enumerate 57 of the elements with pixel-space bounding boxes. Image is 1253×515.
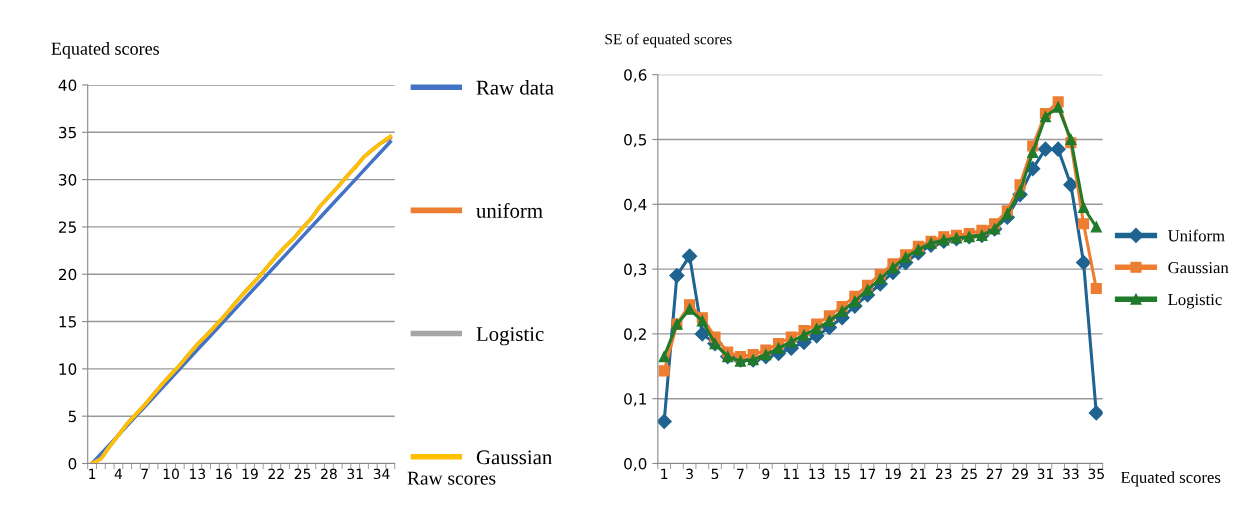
x-tick-label: 7 xyxy=(141,468,148,479)
y-tick-label: 0,5 xyxy=(624,133,647,148)
legend-label: Logistic xyxy=(476,327,544,346)
y-tick-label: 0,1 xyxy=(624,393,646,407)
y-axis-title: Equated scores xyxy=(51,42,160,59)
x-tick-label: 3 xyxy=(686,468,693,480)
x-tick-label: 16 xyxy=(216,468,232,480)
x-tick-label: 22 xyxy=(268,468,284,479)
x-tick-label: 31 xyxy=(1037,468,1053,480)
legend-label: Gaussian xyxy=(476,450,552,465)
y-tick-label: 30 xyxy=(59,174,77,186)
x-tick-label: 5 xyxy=(711,468,719,480)
x-tick-label: 11 xyxy=(783,468,799,479)
legend-label: Logistic xyxy=(1168,293,1222,309)
legend-label: Raw data xyxy=(476,80,554,95)
x-axis-title: Raw scores xyxy=(407,471,496,485)
y-tick-label: 0,0 xyxy=(624,457,647,472)
y-tick-label: 35 xyxy=(59,126,76,139)
x-tick-label: 9 xyxy=(762,468,770,480)
y-tick-label: 0 xyxy=(68,457,77,470)
x-axis-title: Equated scores xyxy=(1120,471,1221,487)
x-tick-label: 33 xyxy=(1063,468,1079,480)
x-tick-label: 29 xyxy=(1012,468,1028,480)
x-tick-label: 13 xyxy=(809,468,825,480)
y-tick-label: 5 xyxy=(68,410,76,423)
y-tick-label: 0,3 xyxy=(624,263,647,277)
x-tick-label: 4 xyxy=(114,468,123,479)
x-tick-label: 15 xyxy=(834,468,850,480)
y-tick-label: 10 xyxy=(59,363,77,375)
y-tick-label: 0,4 xyxy=(624,198,647,212)
x-tick-label: 27 xyxy=(986,468,1003,479)
y-tick-label: 0,2 xyxy=(624,328,646,342)
x-tick-label: 28 xyxy=(321,468,337,480)
x-tick-label: 25 xyxy=(961,468,977,480)
x-tick-label: 21 xyxy=(910,468,926,479)
y-tick-label: 15 xyxy=(59,316,76,328)
x-tick-label: 23 xyxy=(935,468,952,480)
legend-label: Gaussian xyxy=(1168,262,1229,274)
y-tick-label: 0,6 xyxy=(624,69,647,83)
y-tick-label: 20 xyxy=(58,268,77,281)
y-tick-label: 40 xyxy=(58,79,77,91)
x-tick-label: 10 xyxy=(163,468,179,480)
x-tick-label: 35 xyxy=(1088,468,1104,480)
x-tick-label: 19 xyxy=(242,468,258,480)
x-tick-label: 19 xyxy=(885,468,901,480)
y-tick-label: 25 xyxy=(58,221,76,233)
x-tick-label: 13 xyxy=(190,468,206,480)
x-tick-label: 17 xyxy=(860,468,876,479)
legend-label: uniform xyxy=(476,203,543,218)
x-tick-label: 34 xyxy=(373,468,390,480)
x-tick-label: 1 xyxy=(89,468,96,479)
x-tick-label: 31 xyxy=(347,468,363,480)
x-tick-label: 25 xyxy=(294,468,311,480)
legend-label: Uniform xyxy=(1167,229,1225,242)
x-tick-label: 7 xyxy=(737,468,744,479)
x-tick-label: 1 xyxy=(661,468,668,479)
y-axis-title: SE of equated scores xyxy=(605,33,732,48)
